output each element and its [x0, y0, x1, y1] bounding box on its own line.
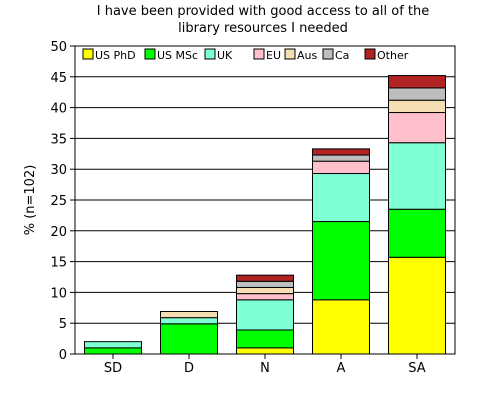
legend-swatch	[204, 48, 216, 60]
x-tick-label: SD	[104, 361, 122, 376]
x-tick-label: D	[184, 361, 194, 376]
bar-segment	[312, 221, 370, 301]
chart-title-line: library resources I needed	[178, 21, 348, 36]
chart-title-line: I have been provided with good access to…	[97, 4, 430, 19]
legend: US PhD US MSc UK EU Aus Ca Other	[82, 48, 409, 62]
x-tick-label: N	[260, 361, 270, 376]
legend-label: Aus	[297, 49, 317, 62]
bar-segment	[388, 87, 446, 101]
legend-swatch	[284, 48, 296, 60]
y-tick-label: 25	[50, 194, 67, 209]
legend-swatch	[82, 48, 94, 60]
bar-segment	[388, 256, 446, 355]
bars	[84, 75, 446, 355]
bar-segment	[160, 317, 218, 325]
bar-segment	[160, 310, 218, 319]
legend-swatch	[144, 48, 156, 60]
bar-segment	[388, 142, 446, 210]
chart-title: I have been provided with good access to…	[97, 4, 430, 36]
bar-segment	[236, 329, 294, 349]
bar-segment	[388, 75, 446, 89]
y-tick-label: 45	[50, 71, 67, 86]
bar-segment	[236, 274, 294, 282]
legend-label: EU	[266, 49, 281, 62]
bar-segment	[84, 347, 142, 355]
bar-segment	[312, 173, 370, 223]
legend-label: US MSc	[157, 49, 198, 62]
y-axis-title: % (n=102)	[23, 165, 38, 236]
bar-segment	[236, 347, 294, 355]
legend-label: US PhD	[95, 49, 136, 62]
y-tick-label: 15	[50, 256, 67, 271]
bar-segment	[388, 208, 446, 258]
y-tick-label: 20	[50, 225, 67, 240]
y-tick-label: 0	[59, 348, 67, 363]
y-tick-label: 5	[59, 317, 67, 332]
bar-segment	[236, 286, 294, 295]
x-tick-label: A	[337, 361, 346, 376]
y-tick-label: 35	[50, 132, 67, 147]
bar-segment	[312, 160, 370, 175]
legend-swatch	[364, 48, 376, 60]
bar-segment	[388, 99, 446, 114]
legend-swatch	[253, 48, 265, 60]
bar-segment	[236, 293, 294, 301]
legend-label: Other	[377, 49, 409, 62]
legend-label: UK	[217, 49, 233, 62]
y-tick-label: 50	[50, 40, 67, 55]
y-tick-label: 40	[50, 102, 67, 117]
bar-segment	[312, 148, 370, 156]
bar-segment	[84, 341, 142, 349]
y-tick-label: 30	[50, 163, 67, 178]
legend-label: Ca	[335, 49, 349, 62]
axes: 0 5 10 15 20 25 30 35 40 45 50 SD D N A SA % (n=102)	[23, 40, 456, 376]
plot-frame	[74, 45, 456, 355]
bar-segment	[312, 299, 370, 355]
bar-segment	[160, 323, 218, 355]
legend-swatch	[322, 48, 334, 60]
bar-segment	[236, 299, 294, 331]
bar-segment	[312, 154, 370, 162]
bar-segment	[388, 112, 446, 144]
bar-segment	[236, 280, 294, 288]
y-tick-label: 10	[50, 286, 67, 301]
x-tick-label: SA	[408, 361, 425, 376]
